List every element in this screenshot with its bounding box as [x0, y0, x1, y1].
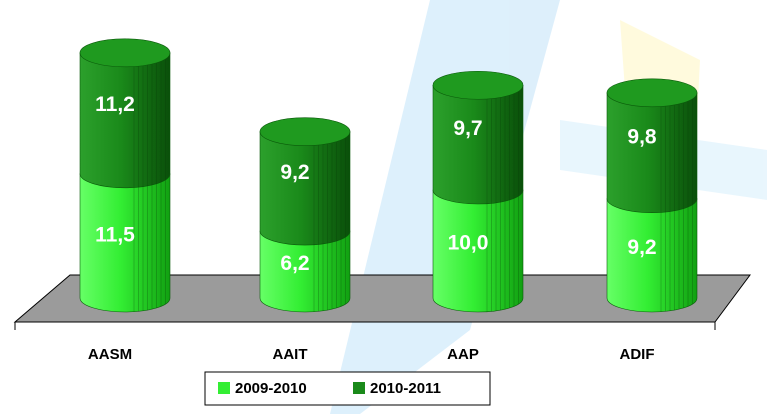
- x-tick-label: AAIT: [273, 346, 308, 363]
- cylinder-cap: [606, 78, 698, 108]
- value-label: 11,5: [95, 223, 135, 246]
- x-tick-label: AAP: [447, 346, 479, 363]
- bar-segment: [606, 78, 698, 213]
- bar-segment: [259, 117, 351, 246]
- value-label: 10,0: [448, 232, 489, 255]
- cylinder-cap: [259, 117, 351, 146]
- cylinder-cap: [79, 38, 171, 68]
- value-label: 9,7: [453, 117, 482, 140]
- bar-segment: [432, 70, 524, 205]
- value-label: 9,2: [280, 161, 309, 184]
- x-tick-label: ADIF: [620, 346, 655, 363]
- value-label: 9,2: [627, 236, 656, 259]
- legend-swatch: [218, 382, 230, 394]
- value-label: 6,2: [280, 252, 309, 275]
- watermark: [330, 0, 767, 414]
- x-tick-label: AASM: [88, 346, 132, 363]
- bar-segment: [79, 38, 171, 189]
- legend: [204, 371, 491, 406]
- bar-segment: [606, 198, 698, 313]
- legend-swatch: [353, 382, 365, 394]
- value-label: 11,2: [95, 93, 135, 116]
- legend-label: 2009-2010: [235, 380, 307, 397]
- bar-segment: [432, 189, 524, 313]
- value-label: 9,8: [627, 125, 657, 148]
- cylinder-cap: [432, 70, 524, 100]
- bar-segment: [79, 173, 171, 313]
- legend-label: 2010-2011: [370, 380, 441, 397]
